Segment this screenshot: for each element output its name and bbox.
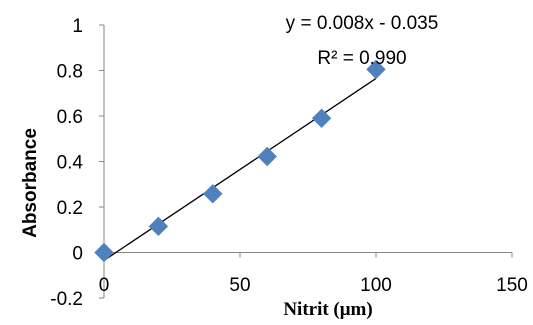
x-tick-label: 0 — [99, 275, 110, 296]
y-axis-label: Absorbance — [20, 128, 41, 238]
x-tick-label: 150 — [496, 275, 528, 296]
data-point — [148, 216, 169, 237]
r-squared-label: R² = 0.990 — [317, 48, 406, 69]
data-point — [203, 184, 223, 204]
y-tick-label: 0.2 — [57, 198, 83, 219]
data-point — [257, 146, 277, 167]
axes — [99, 24, 513, 299]
data-point — [94, 242, 114, 263]
x-axis-label: Nitrit (μm) — [283, 299, 372, 320]
y-tick-label: 0.8 — [57, 62, 83, 83]
y-tick-label: -0.2 — [50, 289, 83, 310]
trendline-layer — [103, 77, 377, 262]
data-points — [94, 59, 386, 263]
x-tick-label: 50 — [229, 275, 250, 296]
tick-labels: -0.2 0 0.2 0.4 0.6 0.8 1 0 50 100 150 — [50, 16, 528, 310]
data-point — [311, 108, 332, 128]
y-tick-label: 0.6 — [57, 107, 83, 128]
y-tick-label: 1 — [72, 16, 83, 37]
trendline-equation: y = 0.008x - 0.035 — [286, 13, 439, 34]
data-point — [366, 59, 386, 80]
y-tick-label: 0 — [72, 244, 83, 265]
y-tick-label: 0.4 — [57, 153, 84, 174]
trendline — [103, 77, 377, 262]
x-tick-label: 100 — [360, 275, 392, 296]
